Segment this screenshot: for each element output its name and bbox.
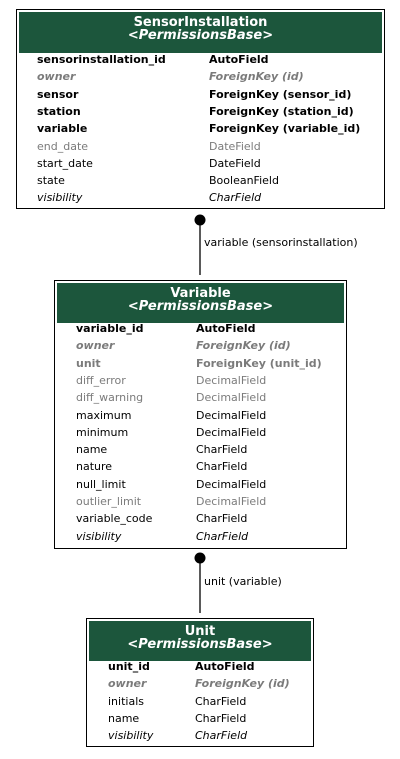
field-row: owner ForeignKey (id) [87,675,313,692]
field-row: unit ForeignKey (unit_id) [55,355,346,372]
field-name: variable_id [76,322,144,335]
field-name: unit_id [108,660,150,673]
field-type: AutoField [209,53,269,66]
field-type: CharField [209,191,262,205]
field-row: start_date DateField [17,155,384,172]
field-name: outlier_limit [76,495,142,508]
field-type: DecimalField [196,495,267,508]
field-type: DecimalField [196,391,267,405]
field-name: variable [37,122,88,136]
field-row: variable_code CharField [55,510,346,527]
field-type: AutoField [196,322,256,335]
relation-unit-connector [194,552,206,613]
field-type: CharField [195,694,247,708]
field-row: state BooleanField [17,172,384,189]
field-type: CharField [196,512,248,526]
field-name: owner [37,70,76,84]
field-name: station [37,104,81,118]
field-type: DateField [209,156,261,170]
field-row: sensorinstallation_id AutoField [17,51,384,68]
field-row: diff_error DecimalField [55,372,346,389]
field-name: end_date [37,139,89,153]
field-type: DecimalField [196,408,267,422]
field-row: owner ForeignKey (id) [55,337,346,354]
field-row: owner ForeignKey (id) [17,68,384,85]
field-type: CharField [195,729,248,743]
field-type: CharField [196,443,248,457]
field-type: CharField [195,711,247,725]
field-name: sensor [37,87,79,101]
field-name: variable_code [76,512,153,526]
field-row: variable_id AutoField [55,320,346,337]
field-row: outlier_limit DecimalField [55,493,346,510]
field-name: diff_warning [76,391,144,405]
field-type: DecimalField [196,477,267,491]
field-row: visibility CharField [17,189,384,206]
model-name: Unit [184,624,216,639]
field-row: name CharField [87,710,313,727]
field-type: ForeignKey (id) [195,677,290,691]
field-row: unit_id AutoField [87,658,313,675]
relation-label-unit: unit (variable) [204,575,282,588]
field-type: AutoField [195,660,255,673]
field-name: visibility [76,529,122,543]
field-type: ForeignKey (id) [209,70,304,84]
field-type: ForeignKey (id) [196,339,291,353]
model-name: SensorInstallation [133,15,268,30]
field-row: visibility CharField [87,727,313,744]
field-row: name CharField [55,441,346,458]
field-name: null_limit [76,477,126,491]
model-sensorinstallation: SensorInstallation <PermissionsBase> sen… [16,9,385,209]
field-name: initials [108,694,144,708]
field-row: variable ForeignKey (variable_id) [17,120,384,137]
field-name: owner [76,339,115,353]
field-type: ForeignKey (sensor_id) [209,87,352,101]
model-variable: Variable <PermissionsBase> variable_id Au… [54,280,347,549]
field-name: start_date [37,156,93,170]
field-type: ForeignKey (station_id) [209,104,354,118]
field-name: nature [76,460,113,474]
field-row: nature CharField [55,458,346,475]
field-name: state [37,174,65,188]
field-name: owner [108,677,147,691]
field-type: DateField [209,139,261,153]
field-name: name [108,711,140,725]
field-name: visibility [37,191,83,205]
field-type: DecimalField [196,425,267,439]
model-unit: Unit <PermissionsBase> unit_id AutoField o… [86,618,314,747]
field-type: ForeignKey (variable_id) [209,122,361,136]
field-row: end_date DateField [17,138,384,155]
field-row: station ForeignKey (station_id) [17,103,384,120]
field-name: diff_error [76,373,126,387]
model-base-class: <PermissionsBase> [127,637,273,652]
field-row: visibility CharField [55,528,346,545]
field-type: BooleanField [209,174,279,188]
field-row: null_limit DecimalField [55,476,346,493]
field-name: unit [76,356,101,370]
field-type: DecimalField [196,373,267,387]
field-type: CharField [196,460,248,474]
field-type: CharField [196,529,249,543]
field-row: diff_warning DecimalField [55,389,346,406]
model-base-class: <PermissionsBase> [127,299,274,314]
model-base-class: <PermissionsBase> [127,28,274,43]
model-name: Variable [170,286,231,301]
field-row: initials CharField [87,693,313,710]
field-name: maximum [76,408,132,422]
field-type: ForeignKey (unit_id) [196,356,322,370]
model-header: Variable <PermissionsBase> [57,283,344,323]
field-row: sensor ForeignKey (sensor_id) [17,86,384,103]
field-row: maximum DecimalField [55,407,346,424]
field-row: minimum DecimalField [55,424,346,441]
relation-label-variable: variable (sensorinstallation) [204,236,358,249]
relation-variable-connector [194,214,206,275]
field-name: sensorinstallation_id [37,53,166,66]
field-name: minimum [76,425,129,439]
model-header: Unit <PermissionsBase> [89,621,311,661]
model-header: SensorInstallation <PermissionsBase> [19,12,382,53]
field-name: name [76,443,108,457]
field-name: visibility [108,729,154,743]
